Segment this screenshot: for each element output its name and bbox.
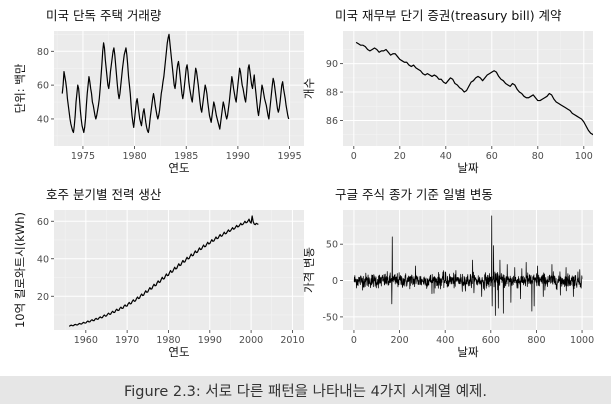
x-tick-label: 1990: [226, 151, 250, 162]
x-tick-label: 1990: [198, 335, 222, 346]
x-tick-label: 80: [532, 151, 544, 162]
x-tick-label: 2010: [280, 335, 304, 346]
x-tick-label: 40: [440, 151, 452, 162]
x-tick-label: 600: [482, 335, 500, 346]
y-tick-label: 60: [37, 81, 49, 92]
y-tick-label: 88: [326, 88, 338, 99]
x-tick-label: 2000: [239, 335, 263, 346]
chart-panel-2: 미국 재무부 단기 증권(treasury bill) 계약 0 20 40 60 80 1…: [302, 8, 593, 175]
figure-panels: 미국 단독 주택 거래량 1975 1980 1985 1990 1995 40 60 80 연도…: [13, 8, 594, 359]
chart-title: 미국 단독 주택 거래량: [46, 8, 162, 23]
series-line: [355, 41, 593, 136]
y-tick-label: 40: [37, 114, 49, 125]
y-tick-label: 20: [37, 292, 49, 303]
x-tick-label: 1970: [115, 335, 139, 346]
y-axis-label: 단위: 백만: [13, 63, 27, 113]
y-tick-label: 40: [37, 254, 49, 265]
x-tick-label: 1985: [174, 151, 198, 162]
chart-title: 호주 분기별 전력 생산: [46, 187, 162, 202]
figure-caption: Figure 2.3: 서로 다른 패턴을 나타내는 4가지 시계열 예제.: [0, 376, 611, 404]
x-tick-label: 1980: [122, 151, 146, 162]
x-tick-label: 400: [436, 335, 454, 346]
series-line: [353, 215, 583, 316]
x-tick-label: 1000: [570, 335, 594, 346]
x-tick-label: 0: [351, 335, 357, 346]
x-tick-label: 200: [390, 335, 408, 346]
x-axis-label: 연도: [168, 345, 189, 359]
chart-panel-3: 호주 분기별 전력 생산 1960 1970 1980 1990 2000 2010 20 40…: [13, 187, 305, 359]
y-tick-label: 80: [37, 47, 49, 58]
x-tick-label: 1975: [71, 151, 95, 162]
chart-panel-1: 미국 단독 주택 거래량 1975 1980 1985 1990 1995 40 60 80 연도…: [13, 8, 304, 175]
plot-background: [54, 31, 304, 146]
x-tick-label: 1980: [156, 335, 180, 346]
chart-title: 미국 재무부 단기 증권(treasury bill) 계약: [335, 8, 562, 23]
y-tick-label: 86: [326, 116, 338, 127]
y-tick-label: 60: [37, 217, 49, 228]
y-tick-label: -50: [322, 312, 338, 323]
x-axis-label: 날짜: [457, 161, 479, 175]
x-tick-label: 20: [394, 151, 406, 162]
x-axis-label: 연도: [168, 161, 189, 175]
x-tick-label: 0: [351, 151, 357, 162]
chart-title: 구글 주식 종가 기준 일별 변동: [335, 187, 493, 202]
x-tick-label: 100: [575, 151, 593, 162]
y-axis-label: 개수: [302, 78, 316, 99]
y-tick-label: 0: [332, 276, 338, 287]
plot-background: [54, 210, 304, 330]
x-axis-label: 날짜: [457, 345, 479, 359]
y-axis-label: 10억 킬로와트시(kWh): [13, 212, 27, 328]
y-axis-label: 가격 변동: [302, 247, 316, 293]
y-tick-label: 50: [326, 240, 338, 251]
x-tick-label: 1960: [74, 335, 98, 346]
x-tick-label: 800: [527, 335, 545, 346]
x-tick-label: 1995: [277, 151, 301, 162]
x-tick-label: 60: [486, 151, 498, 162]
series-line: [61, 33, 290, 134]
series-line: [68, 215, 259, 327]
chart-panel-4: 구글 주식 종가 기준 일별 변동 0 200 400 600 800 1000 -50 0 50…: [302, 187, 594, 359]
y-tick-label: 90: [326, 59, 338, 70]
